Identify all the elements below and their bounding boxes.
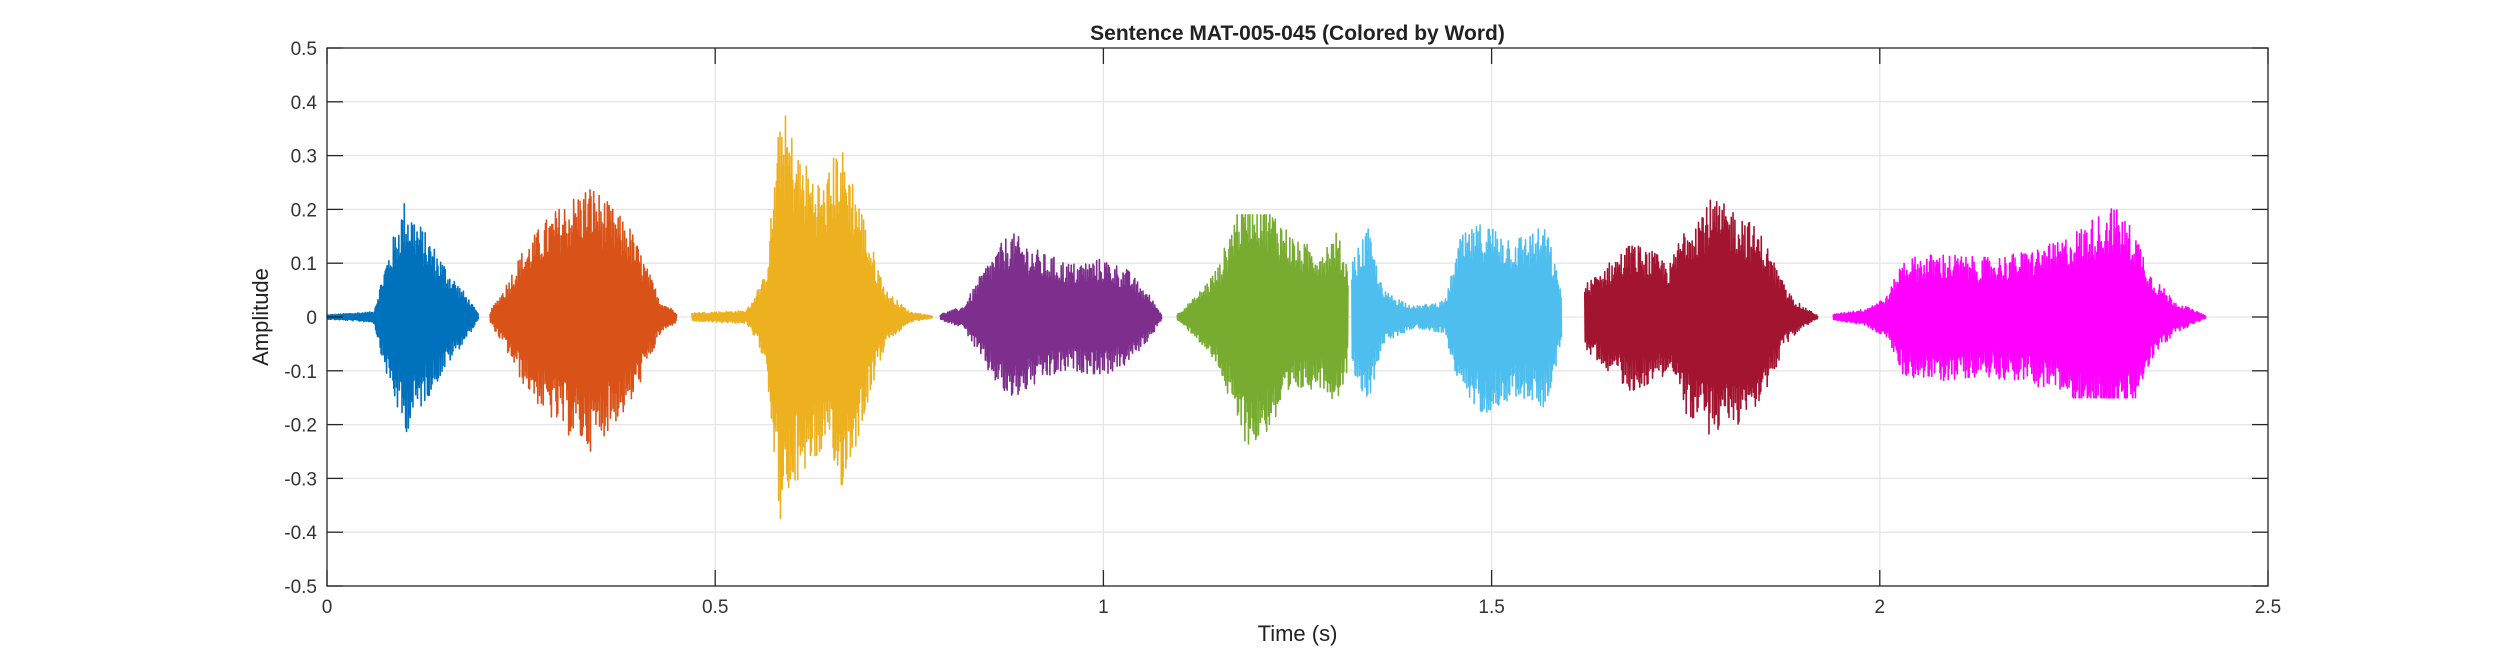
waveform-word-8 — [1832, 208, 2207, 399]
axes: 0 0.5 1 1.5 2 2.5 -0.5 -0.4 -0.3 -0.2 -0.1 0 0.1 0.2 0… — [284, 39, 2281, 618]
x-tick-label: 1 — [1098, 597, 1109, 618]
y-tick-label: 0.3 — [291, 147, 317, 168]
waveform-word-2 — [489, 188, 678, 452]
waveform-word-7 — [1583, 199, 1819, 435]
waveform-word-1 — [326, 202, 480, 433]
y-tick-label: 0.1 — [291, 254, 317, 275]
y-axis-label: Amplitude — [248, 268, 273, 366]
waveform-word-6 — [1351, 224, 1563, 413]
chart-title: Sentence MAT-005-045 (Colored by Word) — [1090, 22, 1505, 45]
y-tick-label: 0.4 — [291, 93, 318, 114]
y-tick-label: -0.5 — [284, 577, 317, 598]
x-tick-label: 2.5 — [2255, 597, 2281, 618]
y-tick-label: -0.1 — [284, 362, 317, 383]
y-tick-label: -0.4 — [284, 523, 317, 544]
y-tick-label: 0.5 — [291, 39, 317, 60]
waveform-series — [326, 115, 2207, 520]
x-tick-label: 2 — [1875, 597, 1886, 618]
y-tick-label: 0.2 — [291, 200, 317, 221]
x-tick-label: 0.5 — [702, 597, 728, 618]
x-tick-label: 1.5 — [1478, 597, 1504, 618]
x-axis-label: Time (s) — [1258, 621, 1338, 646]
waveform-word-4 — [939, 233, 1163, 396]
y-tick-label: -0.3 — [284, 469, 317, 490]
y-tick-label: -0.2 — [284, 416, 317, 437]
waveform-word-3 — [691, 115, 934, 520]
waveform-word-5 — [1176, 213, 1349, 445]
x-tick-label: 0 — [322, 597, 333, 618]
y-tick-label: 0 — [306, 308, 317, 329]
